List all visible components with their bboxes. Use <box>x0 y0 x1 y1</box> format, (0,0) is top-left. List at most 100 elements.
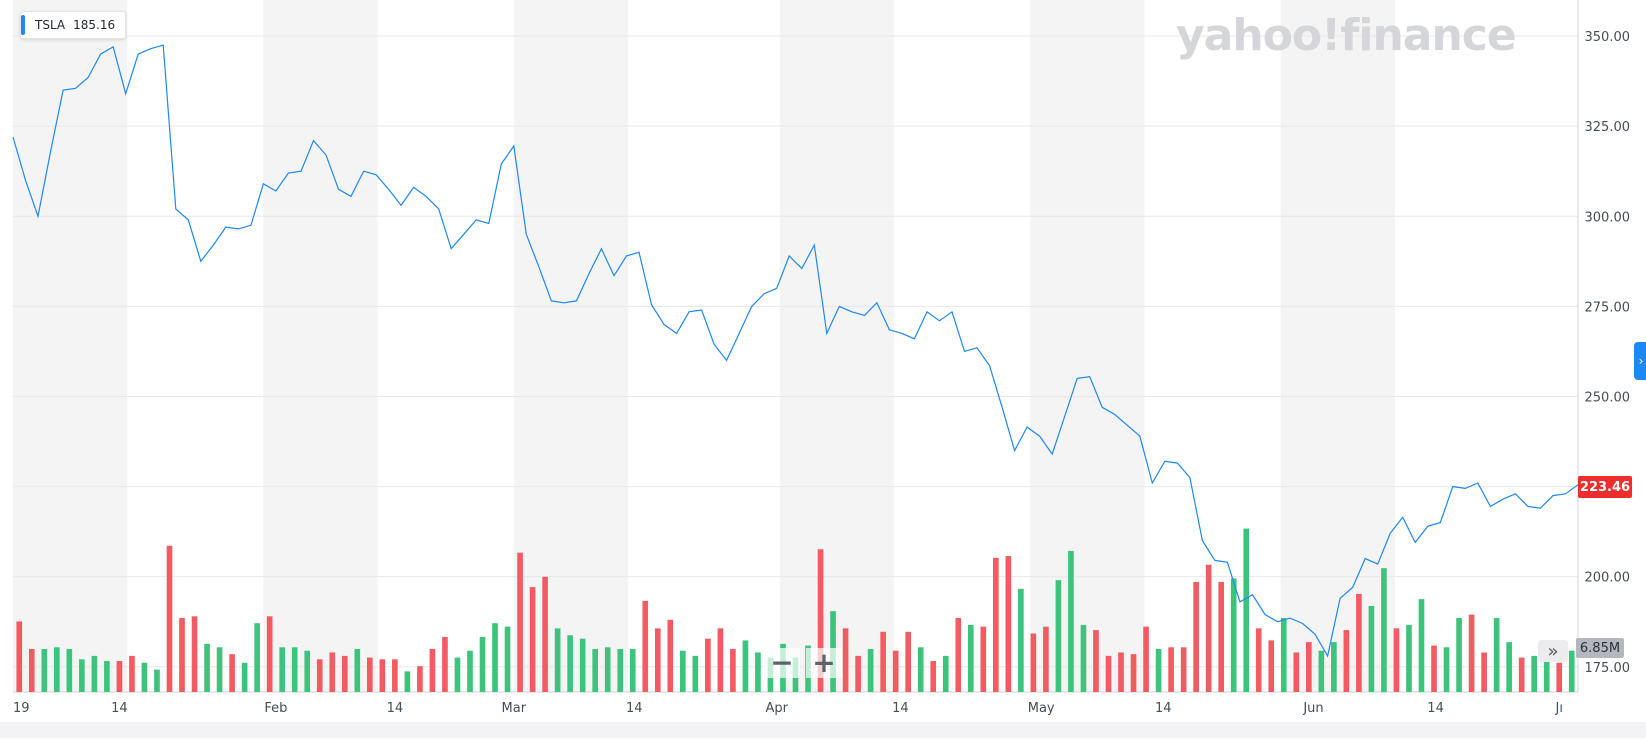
volume-bar <box>41 649 48 692</box>
volume-bar <box>1406 624 1412 692</box>
volume-bar <box>817 549 824 692</box>
volume-bar <box>1143 626 1149 692</box>
volume-bar <box>266 616 273 692</box>
volume-bar <box>28 649 35 692</box>
x-tick-label: Mar <box>502 701 527 716</box>
volume-bar <box>955 618 962 692</box>
volume-bar <box>1130 654 1137 692</box>
x-tick-label: 19 <box>13 701 30 716</box>
volume-bar <box>354 649 361 692</box>
month-band <box>779 0 895 692</box>
volume-bar <box>254 623 260 692</box>
x-tick-label: 14 <box>111 701 128 716</box>
volume-bar <box>692 655 699 692</box>
volume-bar <box>1393 628 1400 692</box>
volume-bar <box>191 616 198 692</box>
zoom-out-button[interactable]: − <box>764 648 800 678</box>
zoom-in-button[interactable]: + <box>806 648 842 678</box>
volume-bar <box>1055 580 1062 692</box>
volume-bar <box>454 657 461 692</box>
month-band <box>263 0 378 692</box>
volume-bar <box>880 631 886 692</box>
legend-symbol: TSLA <box>35 18 66 32</box>
volume-bar <box>116 661 123 692</box>
x-tick-label: 14 <box>387 701 404 716</box>
volume-bar <box>654 628 661 692</box>
volume-bar <box>892 650 899 692</box>
y-tick-label: 200.00 <box>1585 571 1631 586</box>
y-tick-label: 325.00 <box>1585 120 1631 135</box>
side-panel-toggle[interactable]: › <box>1634 342 1646 380</box>
volume-bar <box>1568 650 1575 692</box>
volume-bar <box>417 666 423 692</box>
volume-bar <box>705 638 711 692</box>
x-tick-label: May <box>1028 701 1055 716</box>
volume-bar <box>529 587 536 692</box>
volume-bar <box>1193 581 1199 692</box>
volume-bar <box>867 649 874 692</box>
volume-bar <box>504 626 511 692</box>
volume-bar <box>1243 528 1250 692</box>
yahoo-finance-logo: yahoo!finance <box>1176 10 1517 61</box>
volume-bar <box>279 647 285 692</box>
volume-bar <box>1531 655 1537 692</box>
volume-bar <box>554 628 561 692</box>
volume-bar <box>66 649 73 692</box>
volume-bar <box>1306 642 1312 692</box>
volume-bar <box>617 649 624 692</box>
volume-bar <box>1180 647 1187 692</box>
last-price-badge: 223.46 <box>1578 476 1632 498</box>
volume-bar <box>1443 647 1450 692</box>
minus-icon: − <box>770 646 794 679</box>
volume-bar <box>379 659 386 692</box>
volume-bar <box>667 619 674 692</box>
x-tick-label: 14 <box>1427 701 1444 716</box>
volume-bar <box>1543 657 1550 692</box>
volume-bar <box>1418 599 1425 692</box>
volume-bar <box>1493 618 1500 692</box>
y-tick-label: 300.00 <box>1585 210 1631 225</box>
volume-bar <box>16 621 23 692</box>
volume-bar <box>104 661 110 692</box>
volume-bar <box>1230 578 1237 692</box>
x-tick-label: Feb <box>264 701 287 716</box>
volume-bar <box>680 650 686 692</box>
volume-bar <box>1481 652 1487 692</box>
volume-bar <box>216 647 223 692</box>
volume-bar <box>1343 630 1350 692</box>
volume-bar <box>204 643 210 692</box>
volume-bar <box>1093 630 1099 692</box>
volume-bar <box>917 647 924 692</box>
volume-bar <box>1556 662 1563 692</box>
volume-bar <box>79 659 85 692</box>
volume-bar <box>1068 550 1074 692</box>
volume-bar <box>316 659 323 692</box>
volume-bar <box>1318 650 1325 692</box>
x-tick-label: Jı <box>1554 701 1562 716</box>
volume-bar <box>517 552 523 692</box>
volume-bar <box>942 655 949 692</box>
volume-bar <box>1255 628 1262 692</box>
volume-bar <box>1080 624 1087 692</box>
series-legend[interactable]: TSLA 185.16 <box>20 11 127 39</box>
volume-bar <box>129 655 135 692</box>
volume-bar <box>1018 588 1024 692</box>
volume-bar <box>742 640 749 692</box>
y-tick-label: 175.00 <box>1585 661 1631 676</box>
volume-bar <box>542 576 548 692</box>
volume-bar <box>1431 645 1437 692</box>
volume-bar <box>154 669 160 692</box>
month-band <box>13 0 128 692</box>
volume-bar <box>1518 657 1525 692</box>
y-tick-label: 350.00 <box>1585 30 1631 45</box>
expand-button[interactable]: » <box>1538 640 1568 662</box>
volume-bar <box>392 659 398 692</box>
volume-bar <box>166 545 173 692</box>
volume-bar <box>1168 647 1174 692</box>
bottom-strip <box>0 722 1646 738</box>
volume-bar <box>241 662 248 692</box>
volume-bar <box>492 623 498 692</box>
y-tick-label: 275.00 <box>1585 300 1631 315</box>
